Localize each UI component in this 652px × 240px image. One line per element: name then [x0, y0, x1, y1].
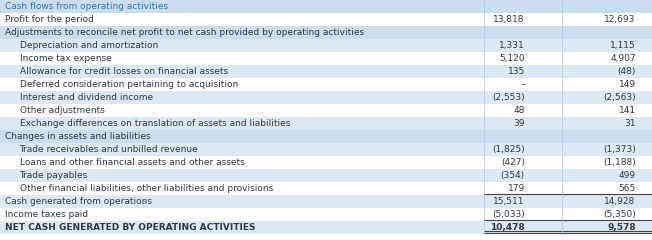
Bar [0, 117, 652, 130]
Text: (1,373): (1,373) [603, 145, 636, 154]
Text: Other adjustments: Other adjustments [20, 106, 104, 115]
Text: 179: 179 [508, 184, 525, 193]
Text: 565: 565 [619, 184, 636, 193]
Text: 135: 135 [508, 67, 525, 76]
Text: Depreciation and amortization: Depreciation and amortization [20, 41, 158, 50]
Bar [0, 26, 652, 39]
Text: Trade receivables and unbilled revenue: Trade receivables and unbilled revenue [20, 145, 198, 154]
Bar [0, 65, 652, 78]
Text: Trade payables: Trade payables [20, 171, 88, 180]
Text: Interest and dividend income: Interest and dividend income [20, 93, 153, 102]
Text: 10,478: 10,478 [490, 223, 525, 232]
Text: 12,693: 12,693 [604, 15, 636, 24]
Text: 1,331: 1,331 [499, 41, 525, 50]
Text: 1,115: 1,115 [610, 41, 636, 50]
Text: (427): (427) [501, 158, 525, 167]
Bar [0, 78, 652, 91]
Text: 499: 499 [619, 171, 636, 180]
Text: Cash generated from operations: Cash generated from operations [5, 197, 152, 206]
Text: 4,907: 4,907 [610, 54, 636, 63]
Text: 149: 149 [619, 80, 636, 89]
Text: –: – [520, 80, 525, 89]
Text: 141: 141 [619, 106, 636, 115]
Text: Exchange differences on translation of assets and liabilities: Exchange differences on translation of a… [20, 119, 290, 128]
Text: 39: 39 [513, 119, 525, 128]
Text: 13,818: 13,818 [494, 15, 525, 24]
Bar [0, 39, 652, 52]
Text: Cash flows from operating activities: Cash flows from operating activities [5, 2, 168, 11]
Bar [0, 221, 652, 234]
Text: (1,188): (1,188) [603, 158, 636, 167]
Bar [0, 130, 652, 143]
Text: Changes in assets and liabilities: Changes in assets and liabilities [5, 132, 151, 141]
Text: (48): (48) [617, 67, 636, 76]
Text: 14,928: 14,928 [604, 197, 636, 206]
Text: Other financial liabilities, other liabilities and provisions: Other financial liabilities, other liabi… [20, 184, 273, 193]
Text: Allowance for credit losses on financial assets: Allowance for credit losses on financial… [20, 67, 228, 76]
Bar [0, 195, 652, 208]
Text: Profit for the period: Profit for the period [5, 15, 94, 24]
Bar [0, 208, 652, 221]
Text: (354): (354) [501, 171, 525, 180]
Bar [0, 91, 652, 104]
Bar [0, 169, 652, 182]
Text: (2,553): (2,553) [492, 93, 525, 102]
Text: NET CASH GENERATED BY OPERATING ACTIVITIES: NET CASH GENERATED BY OPERATING ACTIVITI… [5, 223, 256, 232]
Text: 5,120: 5,120 [499, 54, 525, 63]
Text: Deferred consideration pertaining to acquisition: Deferred consideration pertaining to acq… [20, 80, 238, 89]
Text: 15,511: 15,511 [494, 197, 525, 206]
Bar [0, 0, 652, 13]
Bar [0, 156, 652, 169]
Text: 9,578: 9,578 [607, 223, 636, 232]
Text: (5,033): (5,033) [492, 210, 525, 219]
Text: Loans and other financial assets and other assets: Loans and other financial assets and oth… [20, 158, 244, 167]
Text: Income tax expense: Income tax expense [20, 54, 111, 63]
Bar [0, 104, 652, 117]
Text: 31: 31 [624, 119, 636, 128]
Bar [0, 52, 652, 65]
Bar [0, 13, 652, 26]
Text: Income taxes paid: Income taxes paid [5, 210, 88, 219]
Text: (5,350): (5,350) [603, 210, 636, 219]
Text: 48: 48 [514, 106, 525, 115]
Text: (2,563): (2,563) [603, 93, 636, 102]
Text: Adjustments to reconcile net profit to net cash provided by operating activities: Adjustments to reconcile net profit to n… [5, 28, 364, 37]
Bar [0, 182, 652, 195]
Bar [0, 143, 652, 156]
Text: (1,825): (1,825) [492, 145, 525, 154]
